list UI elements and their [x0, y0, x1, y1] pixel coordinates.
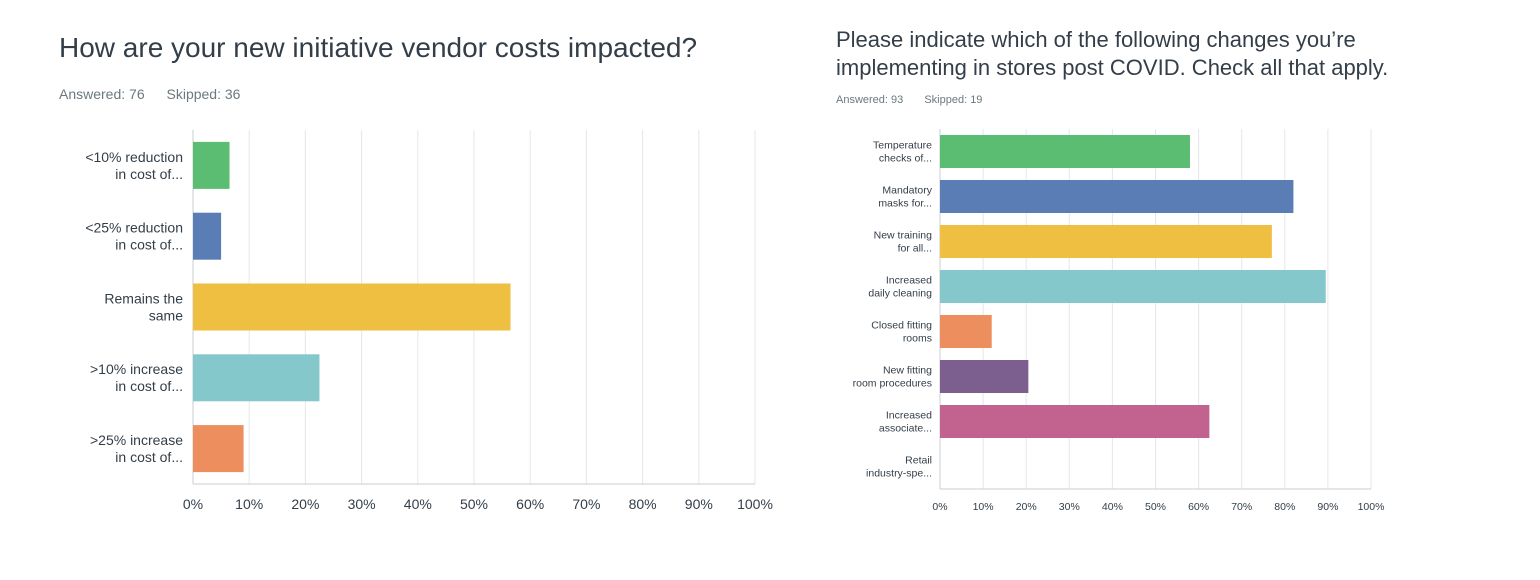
x-tick-label: 0%: [932, 501, 947, 513]
category-label: Remains the same: [104, 290, 183, 323]
question-title-line-2: implementing in stores post COVID. Check…: [836, 55, 1389, 80]
x-tick-label: 10%: [235, 496, 263, 512]
bar[interactable]: [193, 425, 244, 473]
bar[interactable]: [193, 212, 222, 260]
x-tick-label: 100%: [737, 496, 773, 512]
category-label: Closed fitting rooms: [871, 320, 932, 345]
bar-chart-covid-changes: 0% 10% 20% 30% 40% 50% 60% 70% 80% 90% 100% Tempera…: [853, 129, 1385, 513]
x-tick-label: 30%: [1059, 501, 1080, 513]
chart-panel-covid-changes: Please indicate which of the following c…: [780, 0, 1540, 580]
category-label: Mandatory masks for...: [878, 185, 932, 210]
response-stats: Answered: 76 Skipped: 36: [59, 86, 240, 102]
x-tick-label: 10%: [973, 501, 994, 513]
question-title: How are your new initiative vendor costs…: [59, 32, 698, 63]
x-tick-label: 80%: [1274, 501, 1295, 513]
x-tick-label: 70%: [1231, 501, 1252, 513]
x-tick-label: 60%: [1188, 501, 1209, 513]
bar[interactable]: [940, 180, 1294, 213]
x-tick-label: 50%: [460, 496, 488, 512]
bar[interactable]: [940, 135, 1190, 168]
x-tick-label: 60%: [516, 496, 544, 512]
skipped-count: Skipped: 36: [166, 86, 241, 102]
x-tick-label: 70%: [572, 496, 600, 512]
category-label: >25% increase in cost of...: [90, 432, 183, 465]
bar[interactable]: [940, 360, 1029, 393]
x-tick-label: 100%: [1358, 501, 1385, 513]
bar[interactable]: [193, 141, 230, 189]
chart-panel-vendor-costs: How are your new initiative vendor costs…: [59, 32, 773, 512]
bar[interactable]: [193, 354, 320, 402]
x-tick-label: 50%: [1145, 501, 1166, 513]
x-tick-label: 20%: [1016, 501, 1037, 513]
category-label: Retail industry-spe...: [866, 455, 932, 480]
category-label: <10% reduction in cost of...: [85, 149, 183, 182]
x-tick-label: 40%: [1102, 501, 1123, 513]
category-label: New fitting room procedures: [853, 365, 933, 390]
question-title-line-1: Please indicate which of the following c…: [836, 27, 1356, 52]
response-stats: Answered: 93 Skipped: 19: [836, 94, 982, 106]
bar-chart-vendor-costs: 0% 10% 20% 30% 40% 50% 60% 70% 80% 90% 100% <10% re…: [85, 130, 773, 512]
category-label: >10% increase in cost of...: [90, 361, 183, 394]
bar[interactable]: [940, 225, 1272, 258]
bar[interactable]: [940, 315, 992, 348]
category-label: <25% reduction in cost of...: [85, 220, 183, 253]
category-label: New training for all...: [874, 230, 933, 255]
bar[interactable]: [193, 283, 511, 331]
x-tick-label: 0%: [183, 496, 203, 512]
bar[interactable]: [940, 405, 1210, 438]
category-label: Increased daily cleaning: [868, 275, 932, 300]
x-tick-label: 90%: [685, 496, 713, 512]
question-title: Please indicate which of the following c…: [836, 26, 1388, 82]
x-tick-label: 20%: [291, 496, 319, 512]
x-tick-label: 80%: [629, 496, 657, 512]
bar[interactable]: [940, 270, 1326, 303]
x-tick-label: 90%: [1317, 501, 1338, 513]
x-tick-label: 30%: [348, 496, 376, 512]
skipped-count: Skipped: 19: [924, 94, 983, 106]
category-label: Increased associate...: [879, 410, 932, 435]
category-label: Temperature checks of...: [873, 140, 932, 165]
answered-count: Answered: 76: [59, 86, 145, 102]
x-tick-label: 40%: [404, 496, 432, 512]
answered-count: Answered: 93: [836, 94, 904, 106]
